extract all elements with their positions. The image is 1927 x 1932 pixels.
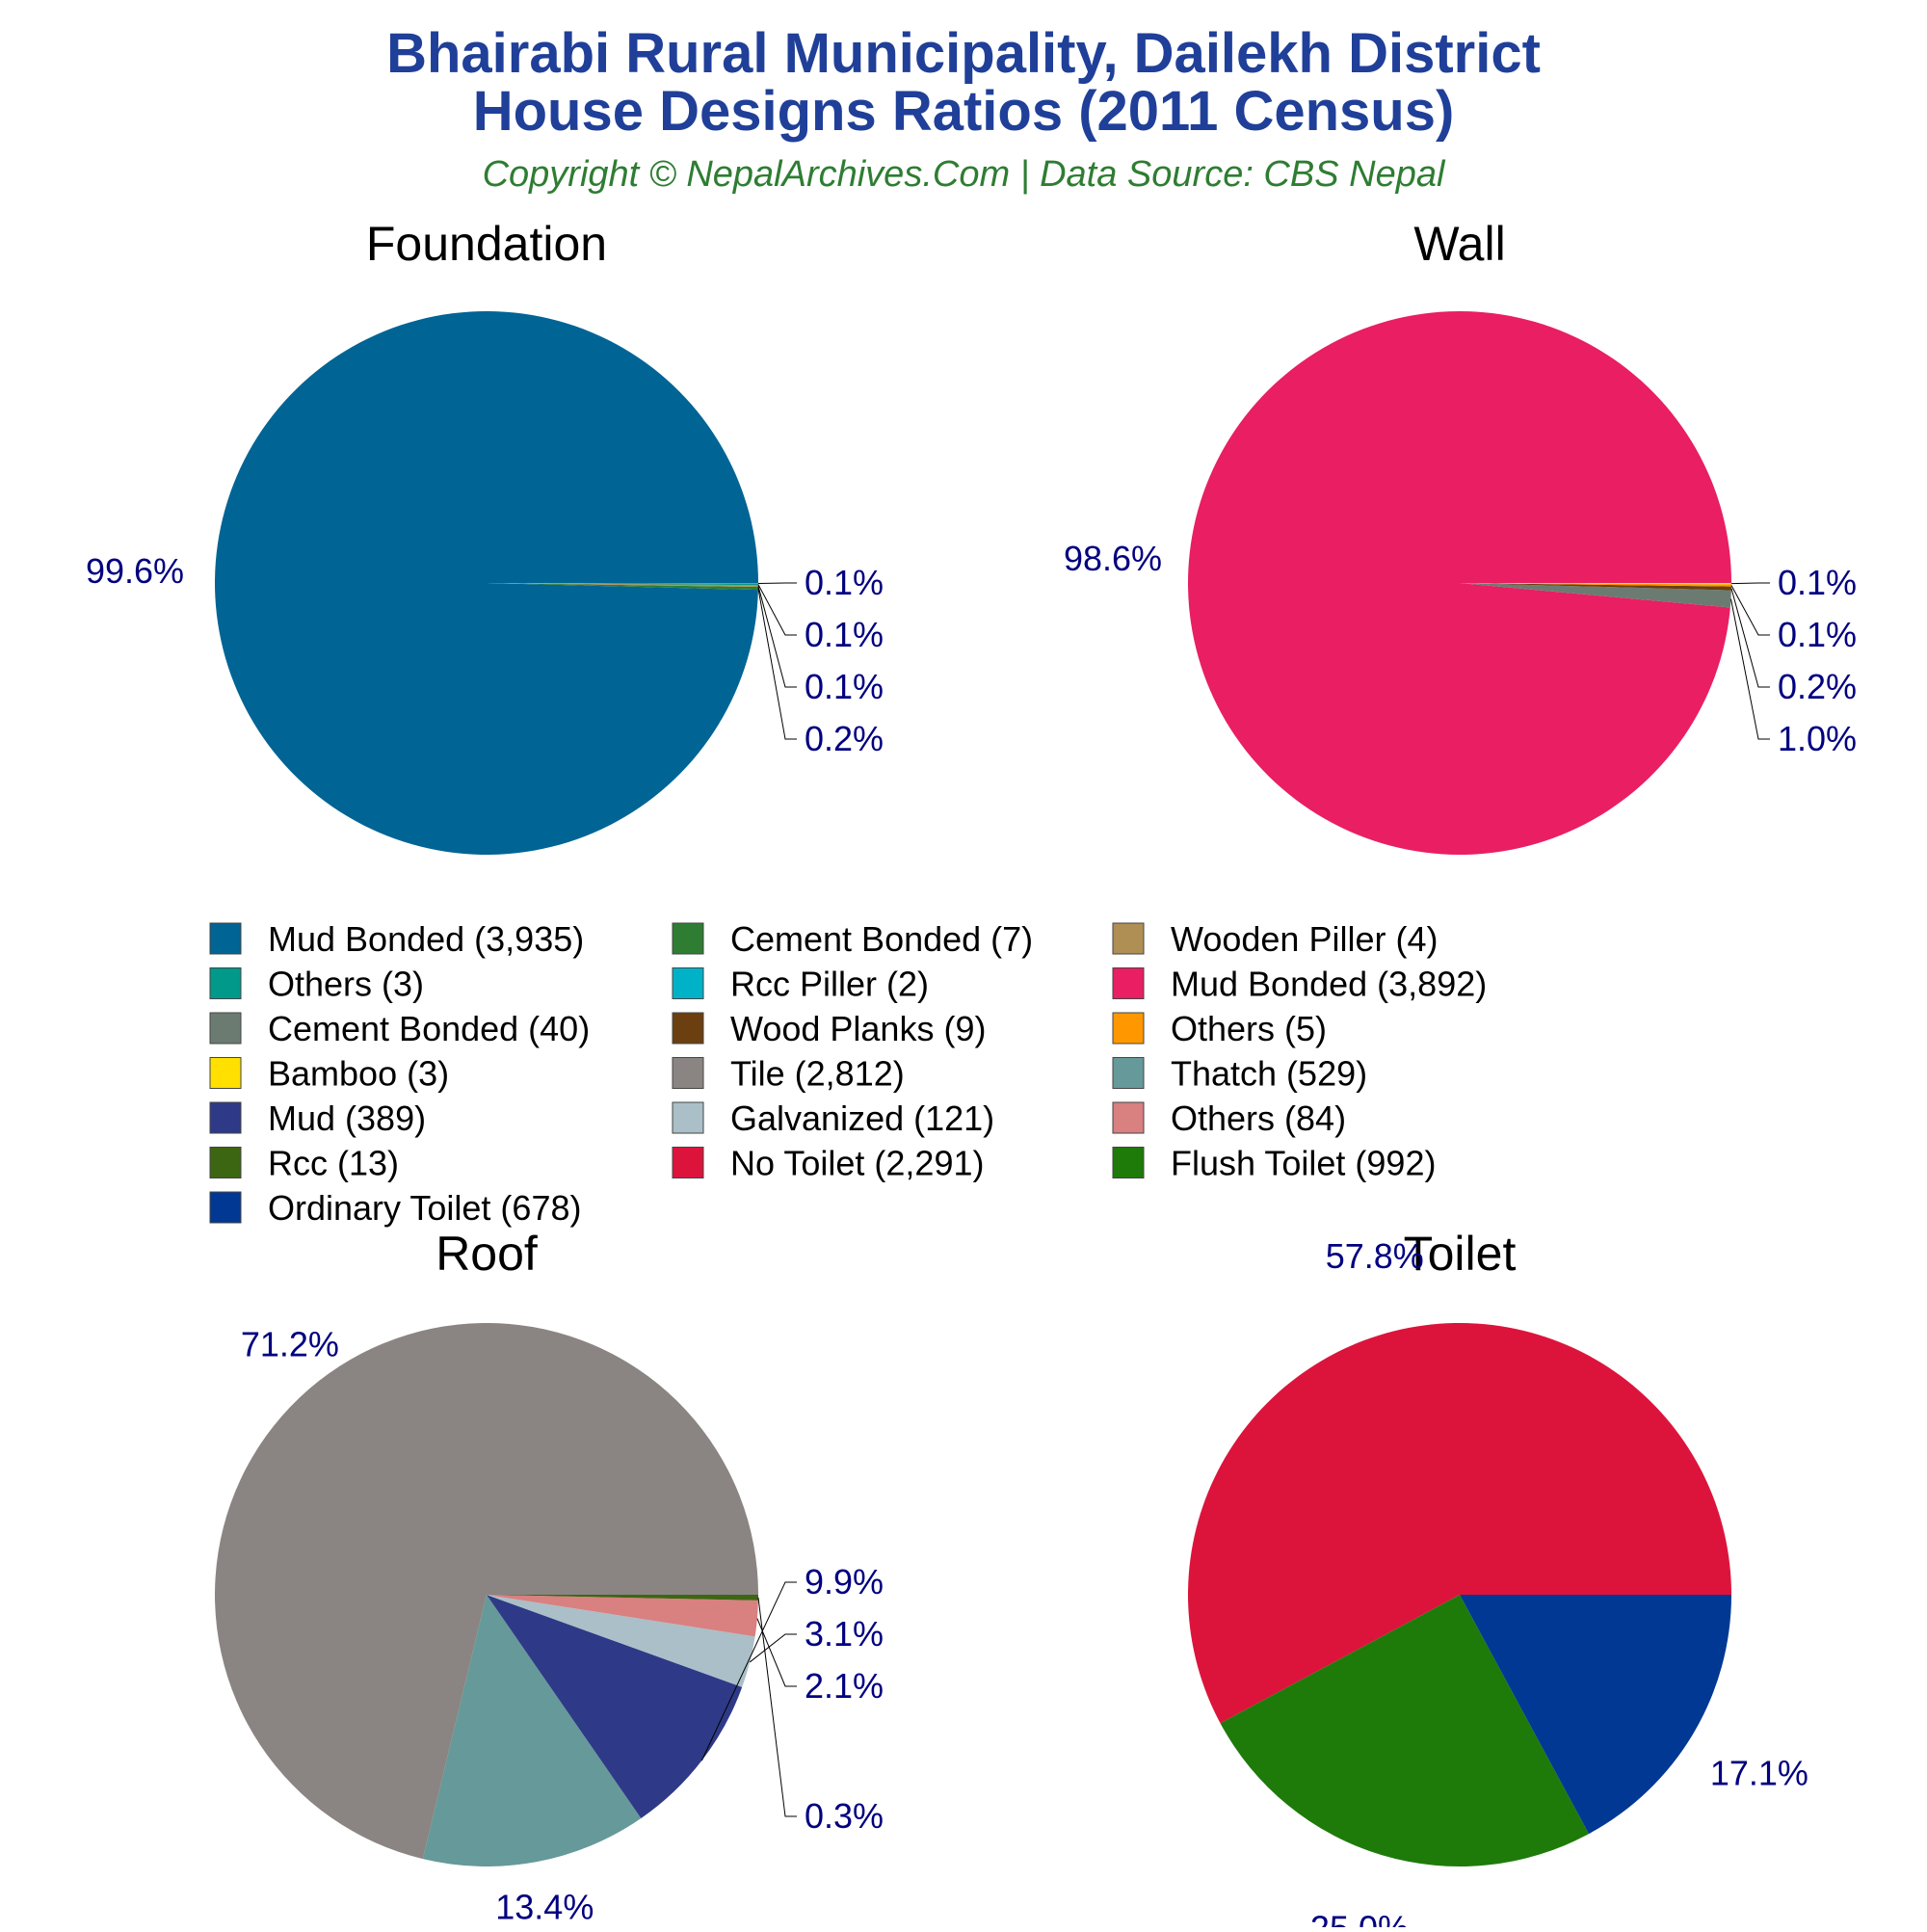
pie-label-wall-cement-bonded: 1.0% [1778, 719, 1857, 758]
legend-label: Bamboo (3) [268, 1054, 449, 1094]
pie-label-roof-galvanized: 3.1% [805, 1614, 884, 1654]
pie-title-foundation: Foundation [366, 217, 607, 271]
legend-item-others-5: Others (5) [1113, 1009, 1327, 1048]
legend-swatch [210, 923, 241, 954]
pie-label-roof-thatch: 13.4% [495, 1887, 594, 1926]
legend-label: Mud Bonded (3,892) [1171, 965, 1487, 1004]
legend-item-no-toilet-2-291: No Toilet (2,291) [673, 1144, 984, 1183]
pie-label-wall-bamboo: 0.1% [1778, 563, 1857, 602]
pie-label-roof-others: 2.1% [805, 1666, 884, 1706]
legend-item-ordinary-toilet-678: Ordinary Toilet (678) [210, 1188, 581, 1228]
legend-swatch [1113, 968, 1144, 999]
legend-label: Flush Toilet (992) [1171, 1144, 1436, 1183]
legend-label: Cement Bonded (7) [730, 919, 1033, 959]
pie-slice-wall-mud-bonded [1188, 311, 1731, 855]
legend-item-mud-bonded-3-935: Mud Bonded (3,935) [210, 919, 584, 959]
legend-swatch [673, 1148, 703, 1178]
legend-item-thatch-529: Thatch (529) [1113, 1054, 1367, 1094]
legend-swatch [673, 1013, 703, 1044]
legend-item-rcc-13: Rcc (13) [210, 1144, 399, 1183]
legend-item-wooden-piller-4: Wooden Piller (4) [1113, 919, 1438, 959]
pie-title-wall: Wall [1413, 217, 1505, 271]
legend-label: Others (3) [268, 965, 424, 1004]
leader-line-foundation-others [758, 585, 797, 635]
pie-label-wall-mud-bonded: 98.6% [1064, 539, 1162, 578]
legend-swatch [210, 1148, 241, 1178]
pie-label-toilet-no-toilet: 57.8% [1326, 1236, 1424, 1276]
legend-item-tile-2-812: Tile (2,812) [673, 1054, 905, 1094]
pie-label-foundation-wooden-piller: 0.1% [805, 667, 884, 706]
legend-label: Wood Planks (9) [730, 1009, 986, 1048]
legend-swatch [210, 1102, 241, 1133]
leader-line-wall-bamboo [1731, 583, 1770, 584]
legend-label: Tile (2,812) [730, 1054, 905, 1094]
chart-subtitle: Copyright © NepalArchives.Com | Data Sou… [483, 154, 1446, 195]
legend-label: Mud Bonded (3,935) [268, 919, 584, 959]
legend-label: Thatch (529) [1171, 1054, 1367, 1094]
legend-label: Ordinary Toilet (678) [268, 1188, 581, 1228]
pie-wall: Wall 98.6% 0.1% 0.1% 0.2% 1.0% [1064, 217, 1857, 855]
legend-label: Others (5) [1171, 1009, 1327, 1048]
legend-item-mud-389: Mud (389) [210, 1098, 426, 1138]
legend-swatch [1113, 1102, 1144, 1133]
legend-item-wood-planks-9: Wood Planks (9) [673, 1009, 986, 1048]
legend-item-flush-toilet-992: Flush Toilet (992) [1113, 1144, 1436, 1183]
legend-label: Mud (389) [268, 1098, 426, 1138]
legend-item-mud-bonded-3-892: Mud Bonded (3,892) [1113, 965, 1487, 1004]
legend-swatch [673, 923, 703, 954]
legend-swatch [1113, 1013, 1144, 1044]
legend: Mud Bonded (3,935) Others (3) Cement Bonde… [210, 919, 1487, 1228]
leader-line-foundation-wooden-piller [758, 586, 797, 687]
pie-label-toilet-ordinary-toilet: 17.1% [1710, 1753, 1808, 1792]
pie-slice-foundation-mud-bonded [215, 311, 758, 855]
legend-label: Galvanized (121) [730, 1098, 994, 1138]
pie-foundation: Foundation 99.6% 0.1% 0.1% 0.1% 0.2% [86, 217, 884, 855]
legend-swatch [210, 1192, 241, 1223]
legend-swatch [1113, 1148, 1144, 1178]
legend-label: Others (84) [1171, 1098, 1346, 1138]
legend-swatch [210, 1013, 241, 1044]
pie-label-roof-rcc: 0.3% [805, 1796, 884, 1836]
pie-label-wall-wood-planks: 0.2% [1778, 667, 1857, 706]
legend-swatch [210, 1058, 241, 1089]
legend-item-cement-bonded-7: Cement Bonded (7) [673, 919, 1033, 959]
pie-title-roof: Roof [436, 1227, 538, 1281]
legend-swatch [673, 1102, 703, 1133]
legend-label: No Toilet (2,291) [730, 1144, 984, 1183]
legend-item-galvanized-121: Galvanized (121) [673, 1098, 994, 1138]
legend-swatch [673, 1058, 703, 1089]
leader-line-roof-rcc [758, 1598, 797, 1816]
leader-line-foundation-cement-bonded [758, 589, 797, 739]
pie-label-toilet-flush-toilet: 25.0% [1310, 1909, 1409, 1927]
chart-title-line1: Bhairabi Rural Municipality, Dailekh Dis… [386, 22, 1541, 85]
legend-label: Wooden Piller (4) [1171, 919, 1438, 959]
legend-item-rcc-piller-2: Rcc Piller (2) [673, 965, 929, 1004]
legend-swatch [1113, 1058, 1144, 1089]
chart-title-line2: House Designs Ratios (2011 Census) [473, 80, 1455, 143]
pie-label-foundation-cement-bonded: 0.2% [805, 719, 884, 758]
legend-swatch [673, 968, 703, 999]
legend-item-bamboo-3: Bamboo (3) [210, 1054, 449, 1094]
pie-label-foundation-mud-bonded: 99.6% [86, 551, 184, 591]
leader-line-wall-wood-planks [1731, 589, 1770, 687]
pie-label-roof-tile: 71.2% [241, 1325, 339, 1364]
pie-label-foundation-others: 0.1% [805, 615, 884, 654]
legend-label: Rcc Piller (2) [730, 965, 929, 1004]
legend-item-others-84: Others (84) [1113, 1098, 1346, 1138]
legend-swatch [1113, 923, 1144, 954]
legend-item-others-3: Others (3) [210, 965, 424, 1004]
pie-label-foundation-rcc-piller: 0.1% [805, 563, 884, 602]
legend-item-cement-bonded-40: Cement Bonded (40) [210, 1009, 590, 1048]
legend-label: Cement Bonded (40) [268, 1009, 590, 1048]
pie-roof: Roof 71.2% 13.4% 0.3% 2.1% 3.1% 9.9% [215, 1227, 884, 1926]
legend-label: Rcc (13) [268, 1144, 399, 1183]
pie-label-wall-others: 0.1% [1778, 615, 1857, 654]
pie-label-roof-mud: 9.9% [805, 1562, 884, 1601]
legend-swatch [210, 968, 241, 999]
